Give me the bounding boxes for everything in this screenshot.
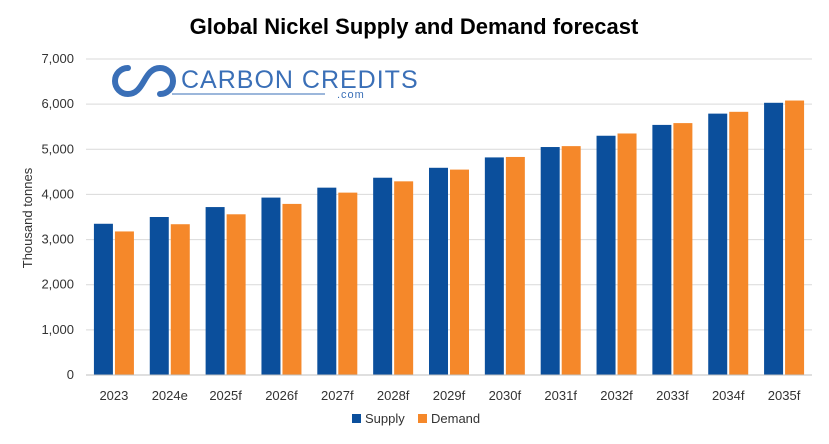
bar-supply-2035f xyxy=(764,102,784,375)
gridlines xyxy=(86,58,812,331)
bar-demand-2024e xyxy=(170,224,190,375)
bar-supply-2034f xyxy=(708,113,728,375)
bar-demand-2026f xyxy=(282,203,302,375)
x-tick-label: 2033f xyxy=(656,388,689,403)
bar-supply-2031f xyxy=(540,147,560,375)
bar-demand-2032f xyxy=(617,133,637,375)
y-tick-label: 2,000 xyxy=(41,277,74,292)
y-tick-label: 0 xyxy=(67,367,74,382)
legend-swatch-demand xyxy=(418,414,427,423)
y-tick-label: 1,000 xyxy=(41,322,74,337)
bar-demand-2027f xyxy=(338,192,358,375)
x-tick-label: 2023 xyxy=(99,388,128,403)
x-tick-label: 2030f xyxy=(489,388,522,403)
x-tick-label: 2024e xyxy=(152,388,188,403)
bar-supply-2033f xyxy=(652,124,672,375)
bar-demand-2030f xyxy=(505,156,525,375)
bars xyxy=(93,100,805,376)
bar-demand-2034f xyxy=(729,111,749,376)
bar-demand-2033f xyxy=(673,123,693,375)
bar-supply-2026f xyxy=(261,197,281,375)
x-tick-label: 2027f xyxy=(321,388,354,403)
y-axis-ticks: 0 1,000 2,000 3,000 4,000 5,000 6,000 7,000 xyxy=(41,51,74,382)
y-tick-label: 7,000 xyxy=(41,51,74,66)
legend-label-supply: Supply xyxy=(365,411,405,426)
bar-supply-2030f xyxy=(484,157,504,375)
bar-demand-2028f xyxy=(394,181,414,375)
watermark-domain: .com xyxy=(337,89,365,101)
legend-label-demand: Demand xyxy=(431,411,480,426)
legend: Supply Demand xyxy=(352,411,480,426)
x-axis-ticks: 2023 2024e 2025f 2026f 2027f 2028f 2029f 2030f 2… xyxy=(99,388,800,403)
legend-swatch-supply xyxy=(352,414,361,423)
x-tick-label: 2025f xyxy=(209,388,242,403)
bar-supply-2024e xyxy=(149,217,169,375)
x-tick-label: 2032f xyxy=(600,388,633,403)
bar-demand-2029f xyxy=(450,169,469,375)
bar-demand-2031f xyxy=(561,146,581,375)
bar-supply-2025f xyxy=(205,207,225,375)
x-tick-label: 2035f xyxy=(768,388,801,403)
bar-supply-2027f xyxy=(317,187,337,375)
x-tick-label: 2034f xyxy=(712,388,745,403)
y-tick-label: 4,000 xyxy=(41,186,74,201)
bar-supply-2032f xyxy=(596,135,616,375)
y-tick-label: 3,000 xyxy=(41,232,74,247)
bar-supply-2023 xyxy=(93,223,113,375)
y-axis-label: Thousand tonnes xyxy=(20,167,35,268)
bar-demand-2025f xyxy=(226,214,246,375)
y-tick-label: 5,000 xyxy=(41,141,74,156)
x-tick-label: 2031f xyxy=(544,388,577,403)
bar-supply-2028f xyxy=(373,177,393,375)
y-tick-label: 6,000 xyxy=(41,96,74,111)
bar-supply-2029f xyxy=(429,167,448,375)
x-tick-label: 2026f xyxy=(265,388,298,403)
carbon-credits-watermark: CARBON CREDITS .com xyxy=(112,64,419,101)
bar-demand-2035f xyxy=(785,100,805,375)
infinity-loop-logo-icon xyxy=(112,64,176,98)
watermark-brand: CARBON CREDITS xyxy=(181,66,419,94)
x-tick-label: 2029f xyxy=(433,388,466,403)
x-tick-label: 2028f xyxy=(377,388,410,403)
chart-title: Global Nickel Supply and Demand forecast xyxy=(190,14,639,39)
bar-demand-2023 xyxy=(114,231,134,375)
